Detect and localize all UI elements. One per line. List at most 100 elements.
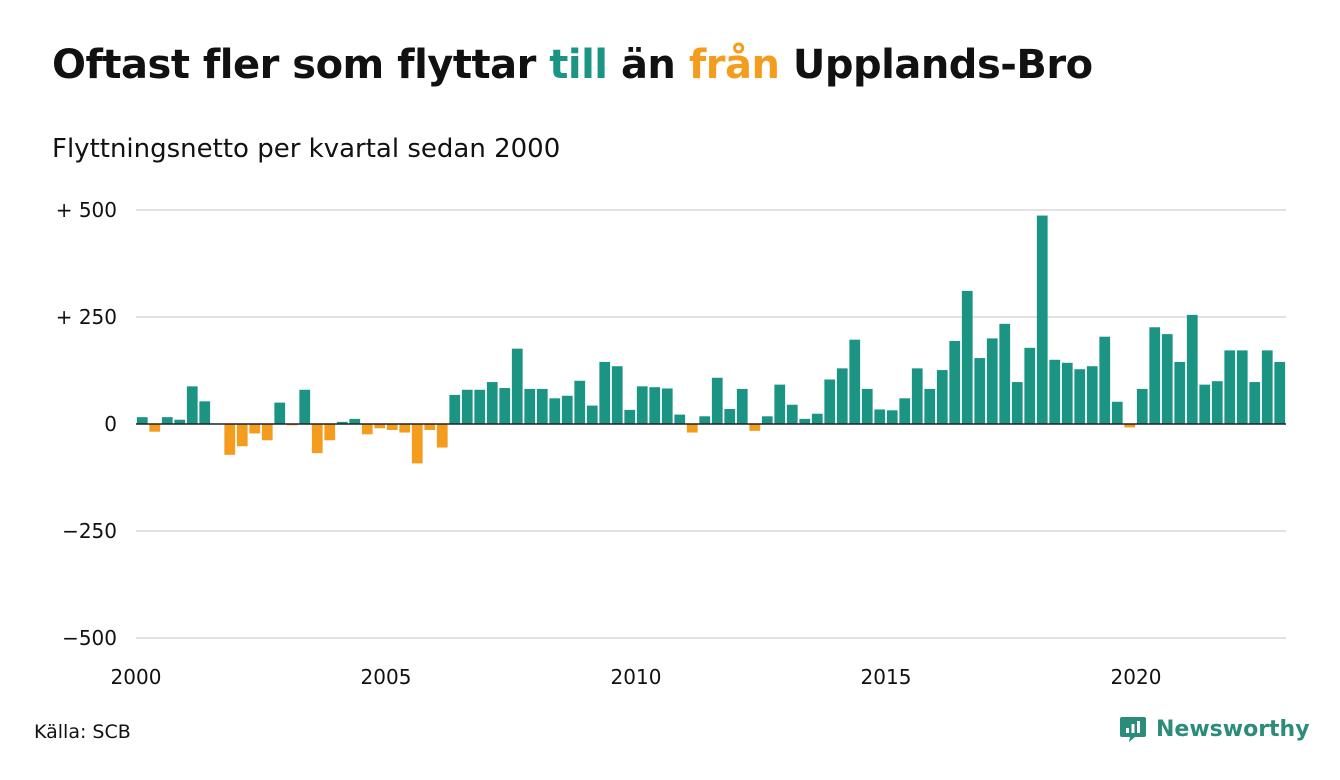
bar [949,340,961,424]
bar [524,388,536,424]
title-highlight-fran: från [688,42,780,88]
bar [549,398,561,424]
bar [1249,382,1261,424]
bar [899,398,911,424]
bar [199,401,211,424]
bar [311,424,323,454]
bar [936,370,948,424]
bar [1011,382,1023,424]
bar [761,416,773,424]
bars-layer [136,215,1286,464]
bar [1211,381,1223,424]
brand-name: Newsworthy [1156,716,1310,742]
chart-subtitle: Flyttningsnetto per kvartal sedan 2000 [52,134,561,164]
bar [824,379,836,424]
bar [249,424,261,434]
bar [636,386,648,424]
bar [1024,347,1036,424]
bar [324,424,336,441]
bar [386,424,398,430]
bar-chart: + 500 + 250 0 −250 −500 2000 2005 2010 2015 2020 [56,198,1286,689]
x-tick-label: 2000 [111,665,162,689]
bar [586,405,598,424]
x-tick-label: 2010 [611,665,662,689]
bar [349,418,361,424]
bar [699,416,711,424]
bar [1174,361,1186,424]
bar [724,409,736,424]
bar [849,339,861,424]
title-highlight-till: till [549,42,608,88]
bar [1236,350,1248,424]
bar [361,424,373,435]
bar [711,377,723,424]
bar [1274,361,1286,424]
bar [174,419,186,424]
bar [674,414,686,424]
bar [474,389,486,424]
bar [799,418,811,424]
bar [136,417,148,424]
source-note: Källa: SCB [34,721,131,743]
axis-layer: + 500 + 250 0 −250 −500 2000 2005 2010 2015 2020 [56,198,1286,689]
bar [1049,359,1061,424]
bar [536,388,548,424]
bar [736,388,748,424]
bar [574,380,586,424]
bar [611,366,623,424]
y-tick-label: + 500 [56,198,117,222]
bar [774,384,786,424]
bar [1149,327,1161,424]
title-part-2: än [607,42,689,88]
bar [186,386,198,424]
bar [374,424,386,429]
bar [686,424,698,433]
y-tick-label: + 250 [56,305,117,329]
grid-layer [136,209,1286,639]
bar [999,323,1011,424]
bar [261,424,273,441]
brand: Newsworthy [1118,714,1310,744]
bar [499,388,511,424]
bar [974,358,986,424]
bar [624,409,636,424]
bar [1036,215,1048,424]
bar [811,413,823,424]
bar [1074,369,1086,424]
bar [986,338,998,424]
bar [449,394,461,424]
bar [511,348,523,424]
y-tick-label: −500 [62,626,117,650]
bar [874,409,886,424]
bar [1111,401,1123,424]
bar [1224,350,1236,424]
bar [486,382,498,424]
bar [911,368,923,424]
bar [924,388,936,424]
bar [424,424,436,430]
bar [1199,384,1211,424]
bar [661,388,673,424]
bar [399,424,411,433]
title-part-3: Upplands-Bro [779,42,1093,88]
bar [436,424,448,448]
newsworthy-logo-icon [1120,717,1146,742]
bar [236,424,248,447]
bar [224,424,236,455]
bar [1161,334,1173,424]
bar [961,290,973,424]
bar [1124,424,1136,428]
bar [649,387,661,424]
x-tick-label: 2020 [1111,665,1162,689]
bar [836,368,848,424]
x-tick-label: 2005 [361,665,412,689]
bar [1136,388,1148,424]
bar [1261,350,1273,424]
bar [336,421,348,424]
x-tick-label: 2015 [861,665,912,689]
y-tick-label: 0 [104,412,117,436]
bar [411,424,423,464]
bar [561,395,573,424]
y-tick-label: −250 [62,519,117,543]
bar [861,388,873,424]
